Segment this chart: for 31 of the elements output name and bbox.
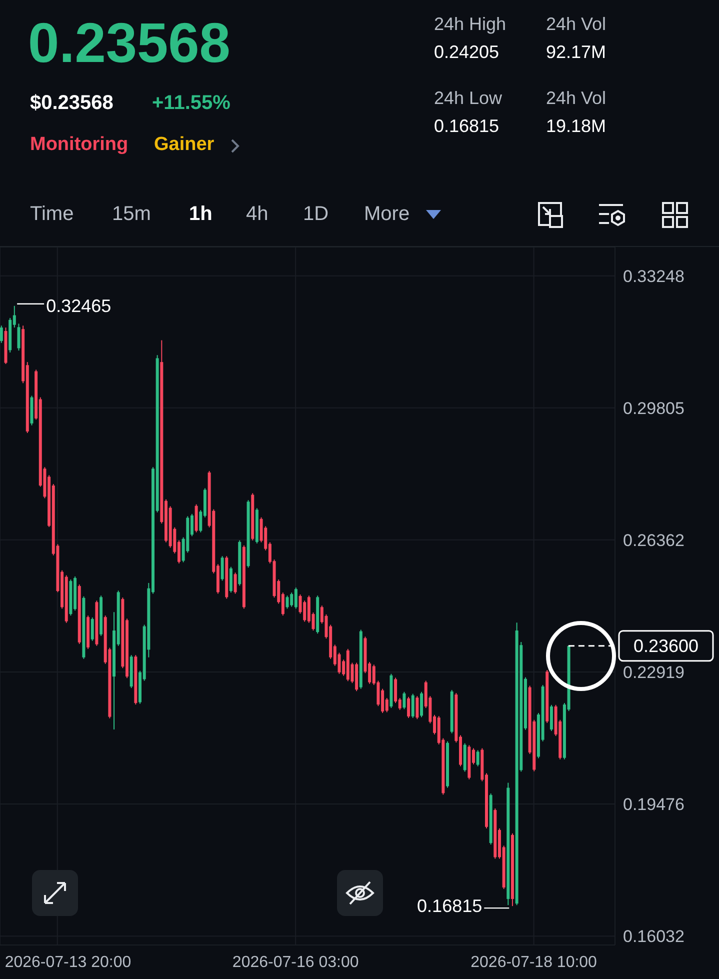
chart-subtitle: $0.23568 — [30, 92, 114, 115]
x-tick-label: 2026-07-16 03:00 — [232, 954, 359, 971]
text: Gainer — [154, 134, 214, 156]
text: Time — [30, 203, 74, 226]
x-tick-label: 2026-07-18 10:00 — [470, 954, 598, 971]
chart-title: 0.23568 — [28, 10, 230, 75]
text: 24h Vol — [546, 14, 606, 35]
y-tick-label: 0.26362 — [623, 530, 684, 550]
text: 1D — [303, 203, 329, 226]
text: 24h Low — [434, 88, 502, 109]
annotation: 0.16815 — [417, 896, 482, 916]
y-tick-label: 0.29805 — [623, 398, 684, 418]
ref-line-label: 0.23600 — [633, 636, 699, 656]
text: 0.24205 — [434, 42, 500, 63]
text: 92.17M — [546, 42, 606, 63]
y-tick-label: 0.22919 — [623, 663, 684, 682]
text: More — [364, 203, 410, 226]
text: 24h High — [434, 14, 506, 35]
text: 15m — [112, 203, 151, 226]
text: +11.55% — [152, 92, 230, 115]
text: Monitoring — [30, 134, 128, 156]
text: 24h Vol — [546, 88, 606, 109]
y-tick-label: 0.16032 — [623, 927, 684, 946]
text: 4h — [246, 203, 268, 226]
x-tick-label: 2026-07-13 20:00 — [4, 954, 132, 971]
text: 19.18M — [546, 116, 606, 137]
text: 1h — [189, 203, 212, 226]
y-tick-label: 0.19476 — [623, 795, 684, 814]
y-tick-label: 0.33248 — [623, 266, 684, 286]
annotation: 0.32465 — [46, 296, 112, 316]
text: 0.16815 — [434, 116, 500, 137]
